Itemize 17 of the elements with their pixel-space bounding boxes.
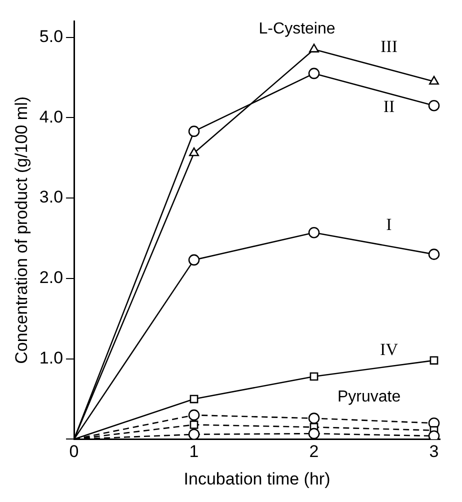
y-tick-label: 2.0 (39, 268, 64, 288)
y-axis-title: Concentration of product (g/100 ml) (12, 96, 31, 364)
x-tick-label: 1 (189, 442, 199, 462)
series-label: III (380, 36, 398, 56)
y-tick-label: 5.0 (39, 26, 64, 46)
y-tick-label: 4.0 (39, 107, 64, 126)
series-label: II (383, 96, 396, 116)
annotation: L-Cysteine (258, 20, 336, 38)
series-label: IV (380, 340, 399, 359)
x-tick-label: 2 (309, 442, 319, 462)
x-axis-title: Incubation time (hr) (184, 469, 330, 488)
x-tick-label: 0 (69, 442, 79, 462)
y-tick-label: 3.0 (39, 188, 64, 207)
x-tick-label: 3 (429, 442, 439, 462)
annotation: Pyruvate (337, 388, 401, 406)
y-tick-label: 1.0 (39, 348, 64, 368)
series-label: I (386, 214, 392, 234)
